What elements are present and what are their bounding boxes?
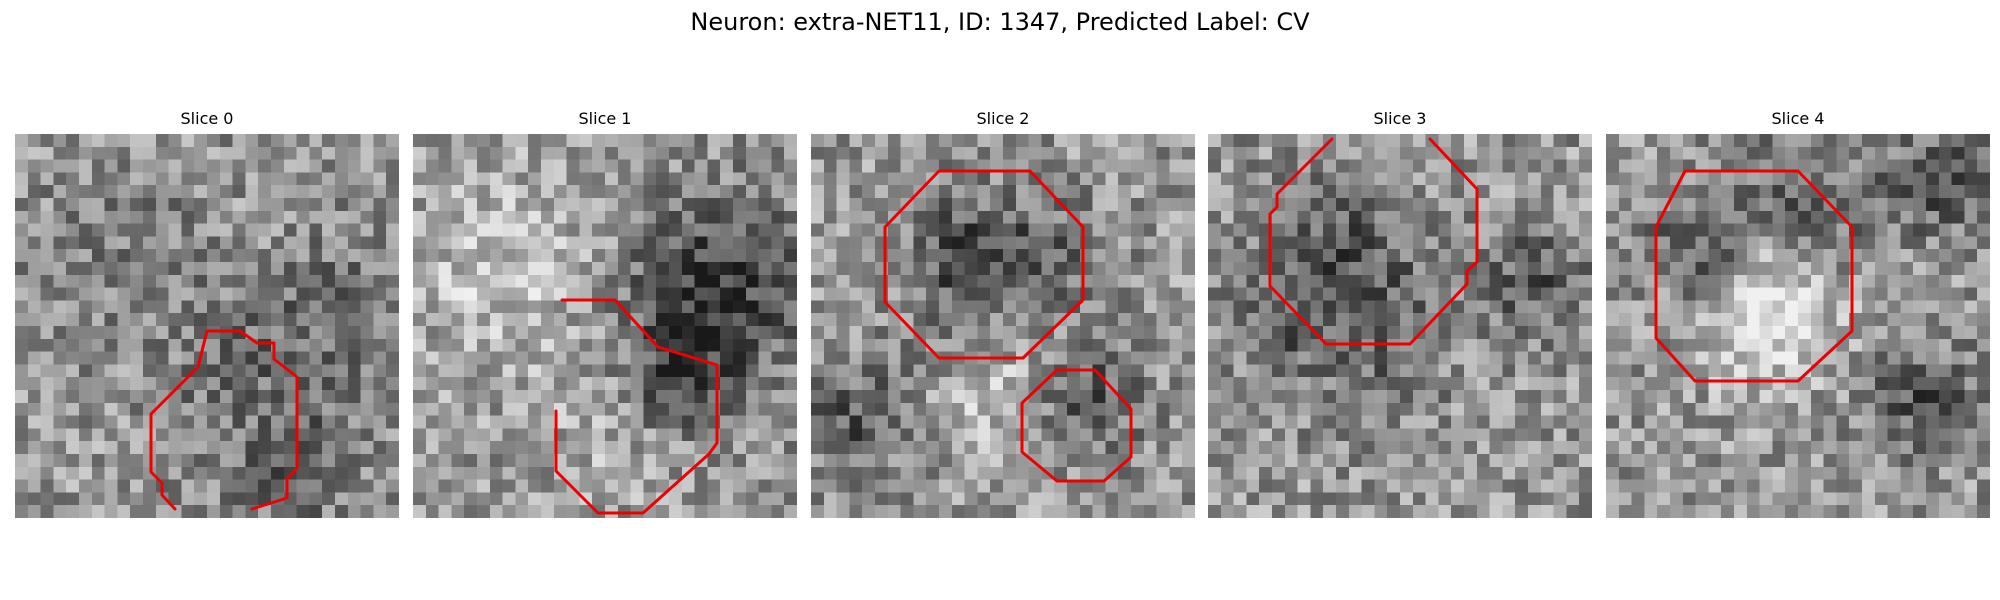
roi-contour: [883, 169, 1085, 360]
figure-title: Neuron: extra-NET11, ID: 1347, Predicted…: [690, 8, 1310, 36]
slice-title: Slice 4: [1771, 109, 1825, 128]
roi-contour: [1654, 169, 1854, 383]
microscopy-image: [15, 134, 399, 518]
slice-title: Slice 1: [578, 109, 632, 128]
slice-title: Slice 0: [180, 109, 234, 128]
microscopy-image: [413, 134, 797, 518]
roi-contour: [149, 329, 299, 511]
roi-contour: [554, 298, 719, 515]
slice-title: Slice 3: [1373, 109, 1427, 128]
contour-overlay: [883, 169, 1133, 483]
roi-contour: [1268, 137, 1479, 346]
microscopy-image: [1208, 134, 1592, 518]
contour-overlay: [1268, 137, 1479, 346]
contour-overlay: [554, 298, 719, 515]
roi-contour: [1020, 368, 1133, 483]
slice-title: Slice 2: [976, 109, 1030, 128]
contour-overlay: [1654, 169, 1854, 383]
contour-overlay: [149, 329, 299, 511]
